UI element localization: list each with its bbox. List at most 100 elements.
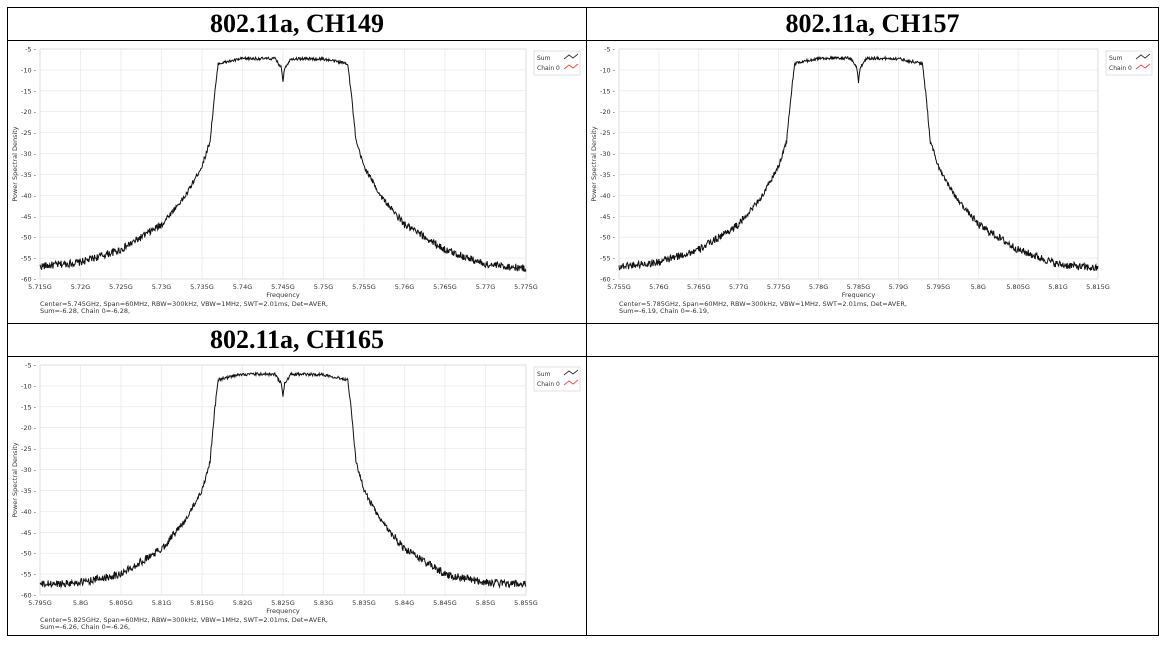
footer-settings: Center=5.785GHz, Span=60MHz, RBW=300kHz,… [619, 300, 907, 308]
x-tick-label: 5.815G [1086, 283, 1110, 291]
x-tick-label: 5.76G [649, 283, 669, 291]
y-tick-label: -45 - [21, 213, 37, 221]
x-axis-label: Frequency [266, 607, 300, 615]
x-tick-label: 5.855G [514, 599, 538, 607]
x-tick-label: 5.755G [607, 283, 631, 291]
x-tick-label: 5.815G [190, 599, 214, 607]
legend-box [1105, 50, 1153, 76]
x-tick-label: 5.805G [109, 599, 133, 607]
x-tick-label: 5.79G [889, 283, 909, 291]
chart-cell-ch157: -5 - -10 - -15 - -20 - -25 - -30 - -35 - -40 - -… [586, 40, 1159, 324]
y-tick-label: -15 - [21, 87, 37, 95]
y-tick-label: -60 - [21, 276, 37, 284]
x-tick-label: 5.765G [433, 283, 457, 291]
y-tick-label: -50 - [600, 234, 616, 242]
x-tick-label: 5.765G [687, 283, 711, 291]
x-tick-label: 5.81G [1048, 283, 1068, 291]
x-tick-label: 5.77G [729, 283, 749, 291]
y-tick-label: -50 - [21, 550, 37, 558]
x-tick-label: 5.745G [271, 283, 295, 291]
chart-title-ch157: 802.11a, CH157 [586, 7, 1159, 41]
psd-chart-ch157: -5 - -10 - -15 - -20 - -25 - -30 - -35 - -40 - -… [590, 46, 1153, 315]
y-tick-label: -55 - [600, 255, 616, 263]
x-tick-label: 5.775G [767, 283, 791, 291]
legend-swatch [563, 379, 579, 386]
x-tick-label: 5.74G [233, 283, 253, 291]
y-tick-label: -25 - [21, 445, 37, 453]
x-tick-label: 5.795G [28, 599, 52, 607]
y-tick-label: -25 - [600, 129, 616, 137]
empty-cell [586, 323, 1159, 357]
legend-label: Sum [537, 371, 551, 378]
x-tick-label: 5.825G [271, 599, 295, 607]
series-line-sum [39, 55, 527, 273]
y-tick-label: -35 - [21, 171, 37, 179]
y-tick-label: -40 - [21, 192, 37, 200]
legend-swatch [1135, 63, 1151, 70]
x-tick-label: 5.73G [152, 283, 172, 291]
x-tick-label: 5.72G [71, 283, 91, 291]
y-tick-label: -25 - [21, 129, 37, 137]
y-tick-label: -35 - [600, 171, 616, 179]
x-tick-label: 5.82G [233, 599, 253, 607]
series-line-sum [39, 371, 527, 589]
series-line-sum [618, 55, 1099, 271]
y-tick-label: -5 - [604, 46, 616, 54]
x-tick-label: 5.8G [73, 599, 88, 607]
y-tick-label: -60 - [21, 592, 37, 600]
x-tick-label: 5.76G [395, 283, 415, 291]
legend-label: Chain 0 [537, 65, 560, 72]
footer-settings: Center=5.825GHz, Span=60MHz, RBW=300kHz,… [40, 616, 328, 624]
x-tick-label: 5.8G [971, 283, 986, 291]
y-axis-label: Power Spectral Density [590, 126, 598, 201]
legend-label: Chain 0 [537, 381, 560, 388]
x-tick-label: 5.85G [476, 599, 496, 607]
y-tick-label: -35 - [21, 487, 37, 495]
y-tick-label: -10 - [21, 66, 37, 74]
y-tick-label: -10 - [21, 382, 37, 390]
x-tick-label: 5.775G [514, 283, 538, 291]
x-tick-label: 5.83G [314, 599, 334, 607]
y-axis-label: Power Spectral Density [11, 126, 19, 201]
y-tick-label: -45 - [21, 529, 37, 537]
psd-chart-ch149: -5 - -10 - -15 - -20 - -25 - -30 - -35 - -40 - -… [11, 46, 581, 315]
y-tick-label: -20 - [21, 424, 37, 432]
x-tick-label: 5.84G [395, 599, 415, 607]
x-tick-label: 5.78G [809, 283, 829, 291]
chart-cell-ch165: -5 - -10 - -15 - -20 - -25 - -30 - -35 - -40 - -… [7, 356, 587, 636]
x-tick-label: 5.735G [190, 283, 214, 291]
x-axis-label: Frequency [842, 291, 876, 299]
y-tick-label: -15 - [600, 87, 616, 95]
y-tick-label: -55 - [21, 255, 37, 263]
chart-title-ch165: 802.11a, CH165 [7, 323, 587, 357]
footer-values: Sum=-6.26, Chain 0=-6.26, [40, 623, 130, 631]
y-tick-label: -60 - [600, 276, 616, 284]
legend-box [533, 50, 581, 76]
y-tick-label: -20 - [21, 108, 37, 116]
empty-cell-2 [586, 356, 1159, 636]
x-tick-label: 5.845G [433, 599, 457, 607]
x-tick-label: 5.75G [314, 283, 334, 291]
y-tick-label: -55 - [21, 571, 37, 579]
legend-box [533, 366, 581, 392]
legend-swatch [563, 63, 579, 70]
y-tick-label: -30 - [21, 466, 37, 474]
x-tick-label: 5.795G [927, 283, 951, 291]
footer-values: Sum=-6.19, Chain 0=-6.19, [619, 307, 709, 315]
legend-label: Sum [537, 55, 551, 62]
y-tick-label: -50 - [21, 234, 37, 242]
x-tick-label: 5.835G [352, 599, 376, 607]
psd-chart-ch165: -5 - -10 - -15 - -20 - -25 - -30 - -35 - -40 - -… [11, 362, 581, 631]
y-tick-label: -15 - [21, 403, 37, 411]
legend-label: Chain 0 [1109, 65, 1132, 72]
y-tick-label: -10 - [600, 66, 616, 74]
y-tick-label: -20 - [600, 108, 616, 116]
x-tick-label: 5.805G [1006, 283, 1030, 291]
y-tick-label: -40 - [600, 192, 616, 200]
x-axis-label: Frequency [266, 291, 300, 299]
chart-title-ch149: 802.11a, CH149 [7, 7, 587, 41]
x-tick-label: 5.755G [352, 283, 376, 291]
report-table: 802.11a, CH149 802.11a, CH157 -5 - -10 --… [7, 7, 1159, 636]
y-tick-label: -30 - [600, 150, 616, 158]
y-axis-label: Power Spectral Density [11, 442, 19, 517]
